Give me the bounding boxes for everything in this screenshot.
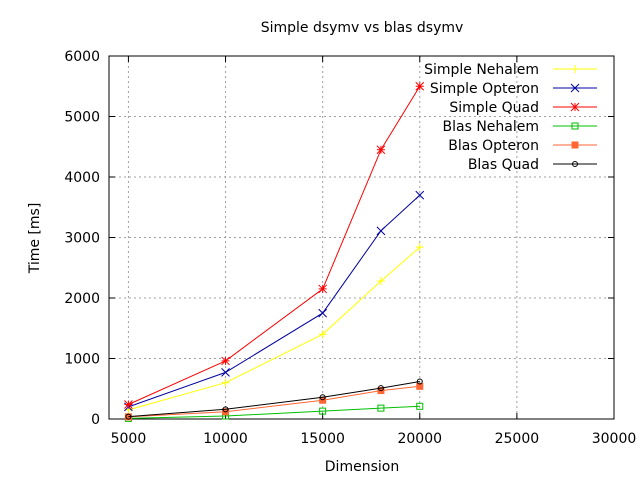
point-marker [318,308,328,318]
point-marker [124,400,133,409]
point-marker [221,356,230,366]
point-marker [377,404,385,412]
legend-label: Simple Opteron [430,81,539,97]
series-line [128,246,421,411]
y-tick-label: 5000 [64,110,100,126]
axis-ticks: 0 1000 2000 3000 4000 5000 6000 5000 10000 15000 2… [64,49,636,447]
y-axis-label: Time [ms] [27,203,43,275]
point-marker [318,330,327,339]
point-marker [376,226,386,236]
x-tick-label: 10000 [203,431,248,447]
point-marker [416,402,424,410]
legend: Simple Nehalem Simple Opteron Simple Quad B… [424,62,597,173]
y-tick-label: 0 [91,412,100,428]
chart-title: Simple dsymv vs blas dsymv [261,20,464,36]
point-marker [125,413,132,420]
y-tick-label: 1000 [64,352,100,368]
point-marker [571,65,579,73]
series-simple-quad [124,81,425,409]
y-tick-label: 3000 [64,231,100,247]
point-marker [572,161,578,167]
point-marker [376,277,385,286]
point-marker [571,141,579,149]
x-tick-label: 15000 [300,431,345,447]
point-marker [318,284,328,294]
grid [109,56,614,419]
point-marker [570,102,580,112]
x-tick-label: 20000 [397,431,442,447]
x-tick-label: 5000 [111,431,147,447]
series-simple-opteron [124,190,425,412]
x-tick-label: 30000 [592,431,637,447]
series-blas-quad [125,378,423,420]
point-marker [416,382,424,390]
point-marker [377,385,384,392]
point-marker [319,394,326,401]
legend-label: Simple Nehalem [424,62,539,78]
y-tick-label: 4000 [64,170,100,186]
point-marker [416,378,423,385]
x-axis-label: Dimension [325,459,399,475]
legend-label: Blas Opteron [448,138,539,154]
x-tick-label: 25000 [495,431,540,447]
point-marker [415,81,425,91]
point-marker [415,243,424,252]
point-marker [222,406,229,413]
legend-label: Blas Nehalem [443,119,540,135]
point-marker [221,378,230,387]
y-tick-label: 2000 [64,291,100,307]
point-marker [415,190,425,200]
point-marker [221,368,230,377]
point-marker [571,122,579,130]
series-line [128,381,420,418]
point-marker [376,145,386,155]
point-marker [319,407,327,415]
y-tick-label: 6000 [64,49,100,65]
series-line [128,194,421,408]
legend-label: Blas Quad [468,157,539,173]
legend-label: Simple Quad [449,100,539,116]
point-marker [570,83,580,93]
series-group [124,81,425,422]
series-line [128,405,420,419]
series-line [128,86,421,405]
